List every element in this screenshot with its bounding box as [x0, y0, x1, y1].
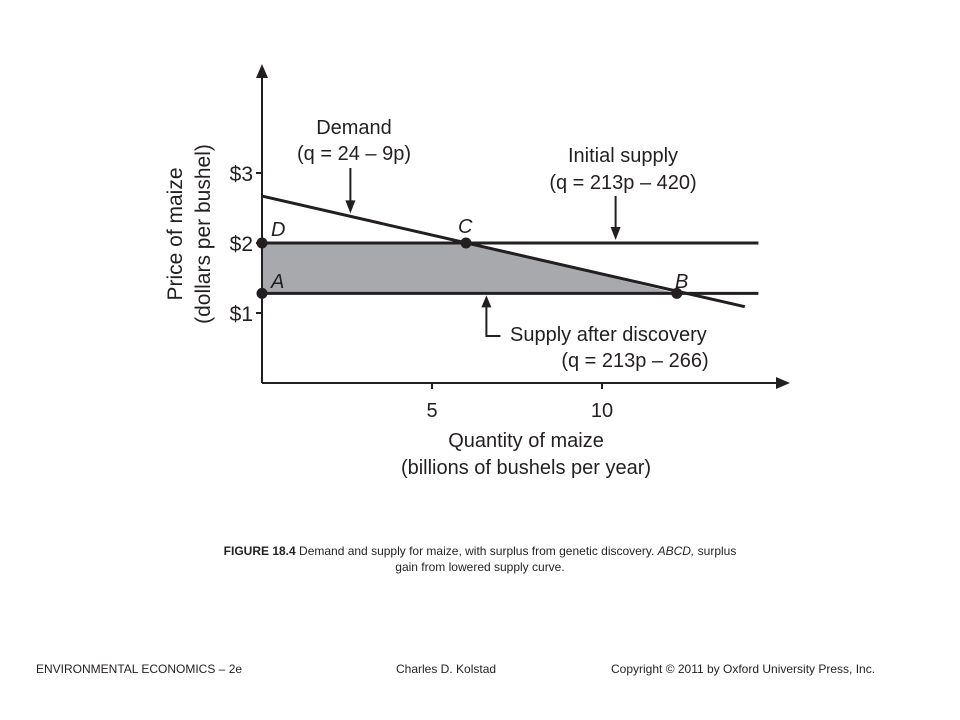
surplus-region-abcd: [262, 243, 677, 294]
point-d: [256, 237, 268, 249]
point-label-c: C: [458, 216, 473, 238]
x-axis-subtitle: (billions of bushels per year): [401, 457, 651, 479]
point-b: [671, 287, 683, 299]
y-axis-subtitle: (dollars per bushel): [192, 144, 215, 324]
caption-italic: ABCD,: [657, 544, 695, 558]
y-tick-label: $1: [230, 303, 253, 326]
supply-after-discovery-arrow-head: [481, 295, 492, 308]
initial-supply-label: Initial supply: [568, 145, 678, 167]
chart: 5 10 $1 $2 $3 D C A B Demand (q = 24 – 9p) Initial …: [164, 64, 790, 479]
demand-label: Demand: [316, 117, 392, 139]
demand-line: [261, 194, 746, 309]
demand-arrow: [345, 168, 356, 214]
point-a: [256, 287, 268, 299]
caption-text-2: surplus gain from lowered supply curve.: [395, 544, 737, 574]
point-c: [460, 237, 472, 249]
y-axis-title: Price of maize: [164, 167, 187, 300]
caption-text-1: Demand and supply for maize, with surplu…: [295, 544, 658, 558]
supply-after-discovery-equation: (q = 213p – 266): [561, 350, 708, 372]
figure-caption: FIGURE 18.4 Demand and supply for maize,…: [220, 543, 740, 575]
y-tick-label: $2: [230, 233, 253, 256]
initial-supply-arrow-head: [610, 227, 621, 240]
initial-supply-equation: (q = 213p – 420): [549, 172, 696, 194]
footer-copyright: Copyright © 2011 by Oxford University Pr…: [611, 662, 876, 676]
supply-after-discovery-arrow: [481, 295, 501, 337]
x-tick-label: 10: [591, 400, 613, 422]
supply-after-discovery-label: Supply after discovery: [510, 324, 707, 346]
figure-label: FIGURE 18.4: [223, 544, 296, 558]
footer-book-title: ENVIRONMENTAL ECONOMICS – 2e: [36, 662, 243, 676]
demand-equation: (q = 24 – 9p): [297, 143, 411, 165]
demand-arrow-head: [345, 200, 356, 214]
point-label-b: B: [675, 271, 688, 293]
point-label-a: A: [270, 271, 284, 293]
x-tick-label: 5: [426, 400, 437, 422]
x-axis-title: Quantity of maize: [448, 430, 604, 452]
y-axis-arrowhead: [256, 64, 268, 78]
supply-after-discovery-arrow-shaft: [485, 303, 501, 337]
y-tick-label: $3: [230, 163, 253, 186]
initial-supply-arrow: [610, 196, 621, 240]
footer-author: Charles D. Kolstad: [396, 662, 497, 676]
x-axis-arrowhead: [776, 377, 790, 389]
point-label-d: D: [271, 219, 285, 241]
